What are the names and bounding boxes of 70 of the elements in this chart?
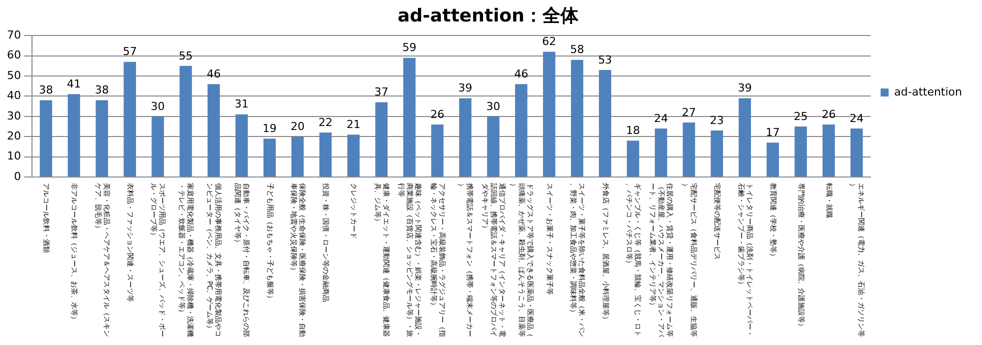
bar [96,100,108,176]
bar [208,84,220,176]
data-label: 23 [710,114,724,127]
bar [682,122,696,176]
data-label: 38 [94,84,109,97]
bar [822,124,835,176]
y-tick-label: 30 [6,109,21,122]
bar [794,126,807,176]
data-label: 18 [626,124,640,137]
data-label: 46 [514,67,528,80]
bar [487,116,500,176]
data-label: 30 [150,100,165,113]
bar [319,132,332,176]
data-label: 27 [682,106,696,119]
data-label: 30 [486,100,500,113]
bar [152,116,164,176]
bar [40,100,52,176]
bar [766,142,779,176]
bar [375,102,388,176]
data-label: 46 [206,67,221,80]
chart-title: ad-attention：全体 [398,5,580,26]
legend-label: ad-attention [894,85,962,98]
y-tick-label: 70 [6,28,21,42]
bar [654,128,668,176]
bar [291,136,304,176]
data-label: 53 [598,53,612,66]
data-label: 25 [794,110,808,123]
bar [68,94,80,176]
bar [710,130,724,176]
data-label: 59 [402,41,416,54]
data-label: 20 [290,120,305,133]
data-label: 41 [66,78,81,91]
bar [543,52,556,176]
bar [738,98,751,176]
bar [515,84,528,176]
y-tick-label: 40 [6,89,21,102]
y-tick-label: 10 [6,150,21,163]
bar [236,114,248,176]
data-label: 31 [234,98,249,111]
y-tick-label: 50 [6,68,21,82]
data-label: 26 [430,108,444,121]
bar [850,128,863,176]
data-label: 19 [262,122,277,135]
bar [180,66,192,176]
bar [626,140,640,176]
bar [403,58,416,176]
data-label: 39 [738,82,752,95]
data-label: 21 [346,118,360,131]
bar [459,98,472,176]
data-label: 62 [542,35,556,48]
bar [124,62,136,176]
data-label: 17 [766,126,780,140]
data-label: 24 [850,112,864,125]
data-label: 39 [458,82,472,95]
y-tick-label: 60 [6,48,21,62]
data-label: 37 [374,86,388,99]
data-label: 58 [570,43,584,56]
data-label: 57 [122,45,137,58]
y-tick-label: 20 [6,129,21,142]
bar [570,60,584,176]
data-label: 22 [318,116,333,129]
bar [431,124,444,176]
data-label: 38 [38,84,53,97]
bar [263,138,276,176]
bar [598,70,612,176]
data-label: 55 [178,49,193,62]
data-label: 24 [654,112,668,125]
y-tick-label: 0 [14,170,21,183]
bar [347,134,360,176]
data-label: 26 [822,108,836,121]
